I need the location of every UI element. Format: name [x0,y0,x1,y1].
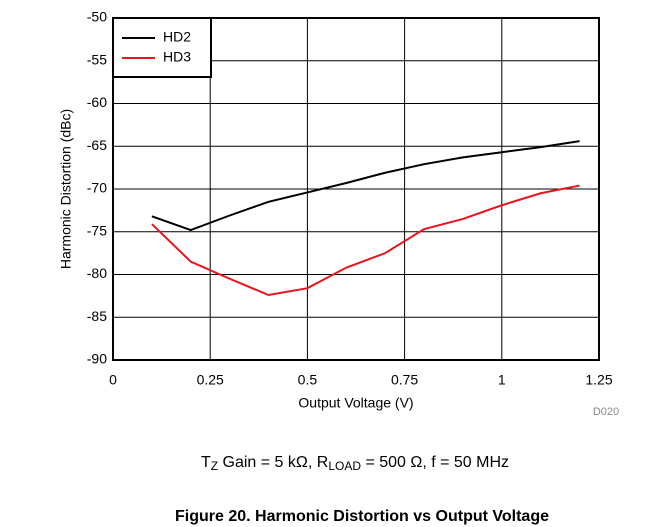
x-tick-label: 0.75 [391,372,418,388]
y-tick-label: -75 [87,222,107,238]
y-tick-label: -85 [87,308,107,324]
caption-part: T [201,454,211,471]
x-tick-label: 0 [109,372,117,388]
y-tick-label: -65 [87,137,107,153]
x-tick-label: 1 [498,372,506,388]
plot-frame [112,17,600,361]
y-tick-label: -50 [87,9,107,25]
legend-label: HD2 [163,29,191,45]
caption: TZ Gain = 5 kΩ, RLOAD = 500 Ω, f = 50 MH… [201,454,509,473]
figure-title: Figure 20. Harmonic Distortion vs Output… [175,508,549,525]
legend-box [112,17,212,78]
series-line [151,184,580,297]
x-tick-label: 0.5 [298,372,318,388]
figure-code: D020 [593,406,619,418]
caption-part: = 500 Ω, f = 50 MHz [361,454,509,471]
caption-part: Gain = 5 kΩ, R [218,454,328,471]
caption-sub: LOAD [328,459,361,473]
y-axis-label: Harmonic Distortion (dBc) [58,109,74,269]
caption-sub: Z [211,459,218,473]
y-tick-label: -80 [87,265,107,281]
y-tick-label: -70 [87,180,107,196]
y-tick-label: -55 [87,51,107,67]
y-tick-label: -60 [87,94,107,110]
x-tick-label: 0.25 [197,372,224,388]
x-axis-label: Output Voltage (V) [298,395,413,411]
series-line [151,140,580,232]
legend-label: HD3 [163,49,191,65]
x-tick-label: 1.25 [585,372,612,388]
y-tick-label: -90 [87,351,107,367]
